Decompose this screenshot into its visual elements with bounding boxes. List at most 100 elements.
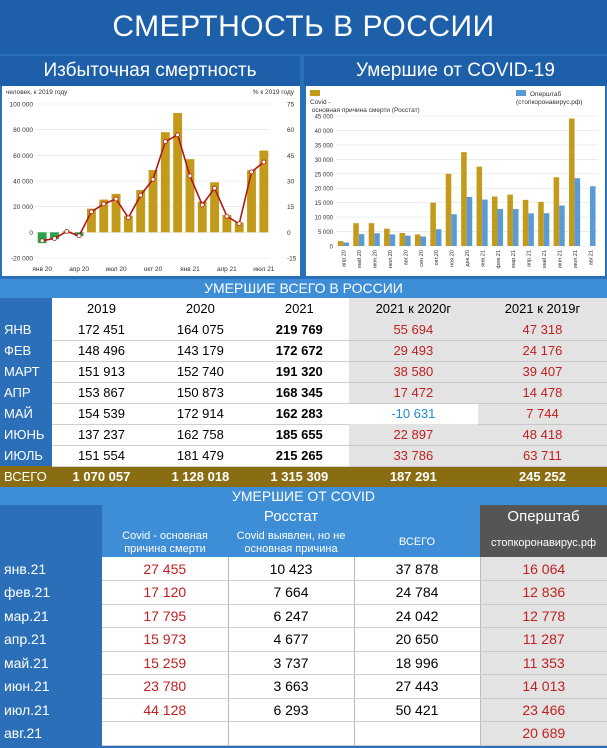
table-row: мар.21 17 795 6 247 24 042 12 778 bbox=[0, 604, 607, 628]
table-cell: 153 867 bbox=[52, 382, 151, 404]
row-label: авг.21 bbox=[0, 721, 102, 745]
x-tick-label: июл 20 bbox=[105, 266, 127, 273]
table-cell: 14 013 bbox=[480, 674, 607, 699]
x-tick-label: апр 20 bbox=[69, 266, 89, 273]
bar-rosstat bbox=[476, 166, 483, 246]
percent-point bbox=[187, 173, 193, 179]
table-row: апр.21 15 973 4 677 20 650 11 287 bbox=[0, 627, 607, 652]
percent-point bbox=[113, 196, 119, 202]
bar bbox=[50, 232, 59, 240]
x-tick-label: янв 21 bbox=[180, 266, 200, 273]
table-header-row: 2019 2020 2021 2021 к 2020г 2021 к 2019г bbox=[0, 298, 607, 319]
y-tick-label: 15 000 bbox=[315, 201, 334, 207]
table-cell: 6 247 bbox=[228, 604, 355, 628]
table-row: фев.21 17 120 7 664 24 784 12 836 bbox=[0, 580, 607, 605]
excess-mortality-chart: человек, к 2019 году % к 2019 году 100 000… bbox=[6, 89, 297, 273]
y-tick-label: 30 000 bbox=[315, 158, 334, 164]
table-cell: 24 176 bbox=[477, 340, 607, 362]
percent-point bbox=[76, 233, 82, 239]
corner-cell bbox=[0, 505, 102, 557]
bar bbox=[185, 159, 195, 233]
bar bbox=[197, 201, 207, 233]
bar-rosstat bbox=[445, 173, 452, 246]
table-cell: 17 120 bbox=[102, 580, 229, 605]
bar bbox=[111, 193, 121, 233]
table-cell: -10 631 bbox=[348, 403, 478, 424]
table-cell: 24 042 bbox=[354, 604, 481, 628]
table-cell: 63 711 bbox=[477, 445, 607, 467]
table-cell: 152 740 bbox=[150, 361, 250, 383]
legend-label-line: Оперштаб bbox=[530, 90, 562, 98]
percent-point bbox=[236, 221, 242, 227]
table-header-row: Covid - основная причина смерти Covid вы… bbox=[0, 528, 607, 557]
x-tick-label: авг.21 bbox=[588, 250, 594, 265]
table-row: ИЮЛЬ 151 554 181 479 215 265 33 786 63 711 bbox=[0, 445, 607, 467]
bar bbox=[234, 222, 244, 233]
y-tick-label: 60 000 bbox=[13, 153, 33, 160]
bar bbox=[160, 132, 170, 233]
col-header: 2021 к 2020г bbox=[348, 298, 478, 319]
table-cell: 50 421 bbox=[354, 698, 481, 722]
col-header: Covid - основная причина смерти bbox=[102, 528, 228, 557]
table-cell bbox=[228, 721, 355, 746]
legend-swatch-rosstat bbox=[310, 90, 320, 96]
table-cell: 17 472 bbox=[348, 382, 478, 404]
y2-tick-label: 0 bbox=[287, 230, 291, 237]
covid-deaths-table: Росстат Оперштаб Covid - основная причин… bbox=[0, 505, 607, 746]
y-tick-label: 40 000 bbox=[315, 129, 334, 135]
percent-point bbox=[101, 201, 107, 207]
table-cell: 7 744 bbox=[477, 403, 607, 425]
col-header: 2021 к 2019г bbox=[477, 298, 607, 319]
table-cell: 22 897 bbox=[348, 424, 478, 446]
bar bbox=[148, 170, 158, 233]
table-cell: 11 353 bbox=[480, 651, 607, 675]
table-row: янв.21 27 455 10 423 37 878 16 064 bbox=[0, 557, 607, 581]
bar-opershtab bbox=[574, 178, 581, 246]
percent-point bbox=[125, 215, 131, 221]
right-axis-label: % к 2019 году bbox=[253, 89, 295, 96]
x-tick-label: окт 20 bbox=[144, 266, 163, 273]
table-group-row: Росстат Оперштаб bbox=[0, 505, 607, 557]
x-tick-label: апр.20 bbox=[342, 250, 348, 267]
table-cell: 39 407 bbox=[477, 361, 607, 383]
table-cell: 20 689 bbox=[480, 721, 607, 746]
table-row: МАЙ 154 539 172 914 162 283 -10 631 7 744 bbox=[0, 403, 607, 425]
table1-title: УМЕРШИЕ ВСЕГО В РОССИИ bbox=[0, 279, 607, 298]
legend-label-opershtab: Оперштаб (стопкоронавирус.рф) bbox=[516, 90, 582, 106]
legend-swatch-opershtab bbox=[516, 90, 526, 96]
col-header: 2021 bbox=[249, 298, 349, 319]
x-tick-label: июл.21 bbox=[573, 250, 579, 268]
table-cell: 3 663 bbox=[228, 674, 355, 699]
bar-opershtab bbox=[497, 208, 504, 246]
table-row: авг.21 20 689 bbox=[0, 721, 607, 746]
bar bbox=[37, 232, 47, 244]
y-tick-label: -20 000 bbox=[11, 256, 33, 263]
table-cell: 18 996 bbox=[354, 651, 481, 675]
table-row: ФЕВ 148 496 143 179 172 672 29 493 24 176 bbox=[0, 340, 607, 362]
table-cell: 27 443 bbox=[354, 674, 481, 699]
y-tick-label: 45 000 bbox=[315, 115, 334, 121]
bar-opershtab bbox=[389, 234, 396, 246]
table-cell: 172 914 bbox=[150, 403, 250, 425]
y-tick-label: 40 000 bbox=[13, 179, 33, 186]
legend-label-rosstat: Covid - основная причина смерти (Росстат… bbox=[310, 99, 420, 114]
table-cell: 150 873 bbox=[150, 382, 250, 404]
bar-rosstat bbox=[384, 228, 390, 246]
y2-tick-label: 45 bbox=[287, 153, 295, 160]
table-cell: 151 913 bbox=[52, 361, 151, 383]
bar bbox=[173, 112, 183, 233]
bar-opershtab bbox=[543, 213, 550, 246]
bar-opershtab bbox=[405, 235, 411, 246]
percent-point bbox=[261, 159, 267, 165]
x-tick-label: фев.21 bbox=[496, 250, 502, 268]
y-tick-label: 100 000 bbox=[10, 102, 34, 109]
excess-mortality-chart-panel: человек, к 2019 году % к 2019 году 100 000… bbox=[2, 86, 300, 276]
row-label: ВСЕГО bbox=[0, 466, 52, 487]
bar-rosstat bbox=[430, 202, 436, 246]
table-cell: 245 252 bbox=[477, 466, 607, 487]
table-cell bbox=[102, 721, 229, 746]
bar-opershtab bbox=[466, 196, 473, 246]
col-header: Covid выявлен, но не основная причина bbox=[228, 528, 354, 557]
bar-opershtab bbox=[589, 186, 596, 246]
row-label: ИЮЛЬ bbox=[0, 445, 52, 466]
